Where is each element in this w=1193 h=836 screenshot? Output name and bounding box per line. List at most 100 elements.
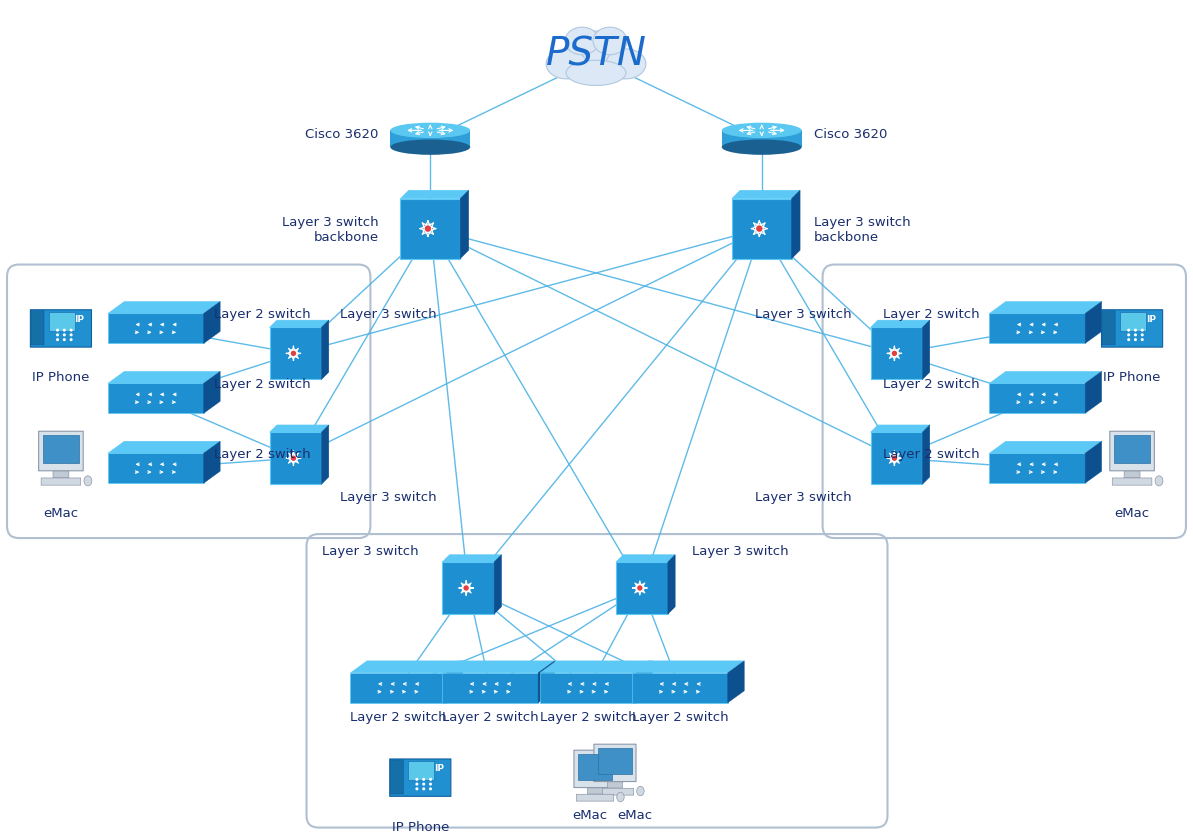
FancyBboxPatch shape — [443, 673, 538, 703]
FancyBboxPatch shape — [616, 563, 668, 614]
Circle shape — [290, 350, 297, 357]
Circle shape — [463, 585, 469, 592]
Polygon shape — [540, 661, 653, 673]
FancyBboxPatch shape — [596, 788, 633, 795]
FancyBboxPatch shape — [871, 328, 922, 380]
FancyBboxPatch shape — [270, 433, 321, 485]
Text: Layer 2 switch: Layer 2 switch — [441, 710, 538, 723]
Circle shape — [422, 777, 425, 781]
FancyBboxPatch shape — [31, 311, 44, 345]
Circle shape — [1141, 339, 1144, 342]
Text: Layer 2 switch: Layer 2 switch — [883, 447, 979, 460]
Polygon shape — [107, 302, 221, 314]
Text: IP: IP — [1145, 314, 1156, 324]
Polygon shape — [460, 191, 469, 259]
Ellipse shape — [593, 28, 628, 56]
Text: Layer 2 switch: Layer 2 switch — [214, 447, 310, 460]
Ellipse shape — [546, 50, 586, 79]
FancyBboxPatch shape — [107, 314, 204, 344]
Circle shape — [56, 329, 60, 332]
FancyBboxPatch shape — [1114, 436, 1150, 463]
Polygon shape — [731, 191, 801, 200]
Circle shape — [429, 777, 432, 781]
Polygon shape — [989, 302, 1101, 314]
Text: Layer 2 switch: Layer 2 switch — [631, 710, 728, 723]
Polygon shape — [668, 555, 675, 614]
Circle shape — [891, 350, 897, 357]
Text: eMac: eMac — [43, 507, 79, 519]
Polygon shape — [989, 372, 1101, 384]
FancyBboxPatch shape — [989, 454, 1086, 483]
Polygon shape — [270, 426, 329, 433]
FancyBboxPatch shape — [38, 431, 84, 472]
Circle shape — [637, 585, 643, 592]
Text: eMac: eMac — [1114, 507, 1150, 519]
Polygon shape — [107, 441, 221, 454]
Polygon shape — [446, 661, 463, 703]
Circle shape — [1141, 329, 1144, 332]
Text: Layer 2 switch: Layer 2 switch — [539, 710, 636, 723]
Polygon shape — [538, 661, 555, 703]
FancyBboxPatch shape — [42, 478, 81, 486]
Circle shape — [425, 226, 432, 233]
FancyBboxPatch shape — [30, 310, 92, 348]
Polygon shape — [1086, 441, 1101, 483]
Polygon shape — [636, 661, 653, 703]
Ellipse shape — [390, 140, 470, 155]
Text: Layer 3 switch
backbone: Layer 3 switch backbone — [282, 216, 378, 243]
FancyBboxPatch shape — [574, 750, 616, 788]
Text: IP Phone: IP Phone — [32, 371, 89, 384]
Polygon shape — [1086, 372, 1101, 414]
FancyBboxPatch shape — [49, 313, 74, 331]
Text: eMac: eMac — [573, 808, 607, 821]
Polygon shape — [204, 372, 221, 414]
FancyBboxPatch shape — [871, 433, 922, 485]
FancyBboxPatch shape — [408, 762, 434, 780]
Circle shape — [1127, 334, 1130, 337]
FancyBboxPatch shape — [540, 673, 636, 703]
Text: IP Phone: IP Phone — [1104, 371, 1161, 384]
FancyBboxPatch shape — [401, 200, 460, 259]
Polygon shape — [871, 321, 929, 328]
Text: Layer 2 switch: Layer 2 switch — [214, 308, 310, 320]
Ellipse shape — [637, 787, 644, 796]
FancyBboxPatch shape — [989, 384, 1086, 414]
Text: Cisco 3620: Cisco 3620 — [814, 128, 888, 141]
Polygon shape — [204, 441, 221, 483]
Circle shape — [1127, 329, 1130, 332]
FancyBboxPatch shape — [270, 328, 321, 380]
FancyBboxPatch shape — [443, 563, 494, 614]
FancyBboxPatch shape — [579, 754, 612, 780]
Circle shape — [429, 788, 432, 790]
Text: Layer 3 switch
backbone: Layer 3 switch backbone — [814, 216, 910, 243]
Text: Layer 2 switch: Layer 2 switch — [883, 377, 979, 390]
Polygon shape — [321, 426, 329, 485]
Circle shape — [69, 339, 73, 342]
Polygon shape — [728, 661, 744, 703]
Ellipse shape — [606, 50, 645, 79]
Text: IP: IP — [75, 314, 85, 324]
FancyBboxPatch shape — [989, 314, 1086, 344]
Ellipse shape — [571, 32, 622, 68]
Circle shape — [415, 788, 419, 790]
Text: Layer 3 switch: Layer 3 switch — [692, 544, 789, 557]
FancyBboxPatch shape — [1112, 478, 1151, 486]
Polygon shape — [792, 191, 801, 259]
Ellipse shape — [565, 28, 599, 56]
Polygon shape — [107, 372, 221, 384]
FancyBboxPatch shape — [587, 788, 602, 794]
Polygon shape — [616, 555, 675, 563]
Text: Layer 3 switch: Layer 3 switch — [755, 308, 852, 320]
Circle shape — [891, 456, 897, 462]
Text: Cisco 3620: Cisco 3620 — [305, 128, 378, 141]
Circle shape — [63, 334, 66, 337]
Circle shape — [69, 329, 73, 332]
FancyBboxPatch shape — [390, 759, 451, 797]
FancyBboxPatch shape — [390, 760, 403, 794]
Ellipse shape — [617, 793, 624, 802]
FancyBboxPatch shape — [598, 747, 632, 774]
FancyBboxPatch shape — [1102, 311, 1115, 345]
Circle shape — [422, 782, 425, 786]
Circle shape — [1133, 339, 1137, 342]
Ellipse shape — [84, 477, 92, 487]
